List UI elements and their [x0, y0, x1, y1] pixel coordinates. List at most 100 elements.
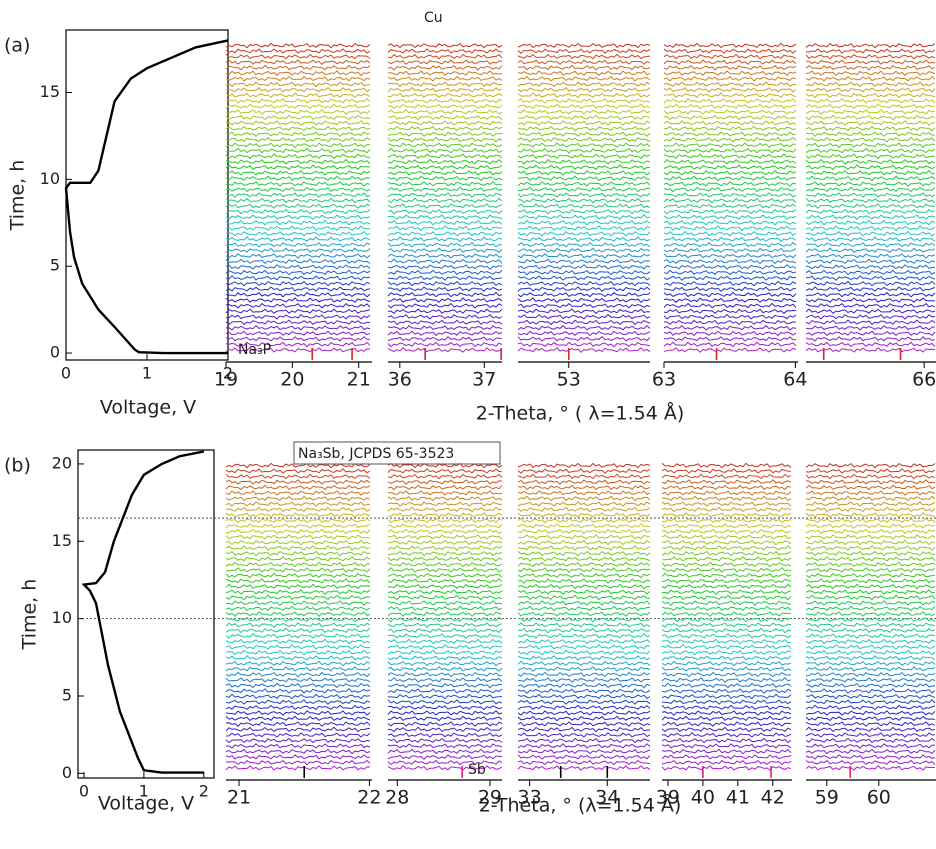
xrd-trace: [663, 159, 797, 165]
xrd-trace: [661, 748, 792, 755]
xrd-trace: [517, 550, 651, 557]
xrd-trace: [517, 468, 651, 474]
xrd-trace: [517, 699, 651, 705]
xrd-trace: [517, 48, 651, 54]
xrd-trace: [387, 341, 503, 348]
xrd-trace: [387, 693, 503, 700]
xrd-trace: [387, 125, 503, 132]
xrd-trace: [225, 534, 371, 540]
xrd-trace: [387, 158, 503, 165]
x-tick-label: 64: [783, 369, 807, 391]
xrd-trace: [387, 264, 503, 270]
xrd-trace: [663, 347, 797, 353]
xrd-trace: [805, 699, 936, 705]
xrd-trace: [225, 677, 371, 683]
xrd-trace: [225, 726, 371, 733]
xrd-trace: [661, 534, 792, 540]
xrd-trace: [663, 70, 797, 77]
xrd-trace: [387, 214, 503, 220]
xrd-trace: [663, 291, 797, 298]
xrd-trace: [225, 286, 371, 292]
x-tick-label: 0: [61, 364, 71, 383]
annotation: Cu: [424, 10, 443, 26]
xrd-trace: [387, 269, 503, 276]
xrd-trace: [661, 600, 792, 606]
xrd-trace: [387, 147, 503, 154]
xrd-trace: [225, 147, 371, 154]
xrd-trace: [517, 208, 651, 215]
xrd-trace: [387, 523, 503, 529]
xrd-trace: [805, 622, 936, 628]
x-tick-label: 41: [726, 787, 750, 809]
xrd-trace: [805, 462, 936, 469]
xrd-trace: [225, 103, 371, 110]
xrd-trace: [805, 92, 936, 99]
xrd-trace: [225, 572, 371, 579]
xrd-trace: [387, 48, 503, 54]
xrd-trace: [805, 495, 936, 502]
x-tick-label: 40: [691, 787, 715, 809]
xrd-trace: [661, 710, 792, 716]
xrd-trace: [387, 197, 503, 204]
xrd-trace: [517, 286, 651, 292]
xrd-trace: [225, 589, 371, 595]
xrd-trace: [663, 98, 797, 104]
xrd-trace: [387, 59, 503, 65]
xrd-trace: [517, 120, 651, 126]
xrd-trace: [663, 48, 797, 54]
x-tick-label: 42: [761, 787, 785, 809]
xrd-trace: [225, 490, 371, 496]
xrd-trace: [805, 627, 936, 634]
xrd-trace: [387, 308, 503, 314]
xrd-trace: [225, 302, 371, 309]
xrd-trace: [805, 48, 936, 54]
xrd-trace: [387, 253, 503, 259]
xrd-trace: [517, 688, 651, 694]
xrd-trace: [387, 136, 503, 143]
x-tick-label: 59: [815, 787, 839, 809]
xrd-trace: [661, 479, 792, 485]
xrd-trace: [225, 484, 371, 491]
xrd-trace: [225, 153, 371, 160]
xrd-trace: [661, 561, 792, 568]
xrd-trace: [805, 153, 936, 160]
xrd-trace: [663, 53, 797, 60]
xrd-trace: [387, 175, 503, 182]
xrd-trace: [517, 633, 651, 639]
xrd-trace: [387, 655, 503, 661]
xrd-traces: [517, 462, 651, 771]
xrd-trace: [225, 528, 371, 535]
xrd-trace: [225, 539, 371, 546]
xrd-trace: [663, 114, 797, 121]
xrd-trace: [661, 512, 792, 518]
xrd-trace: [517, 341, 651, 348]
x-tick-label: 2: [223, 364, 233, 383]
xrd-trace: [387, 236, 503, 243]
xrd-trace: [225, 242, 371, 248]
xrd-trace: [805, 605, 936, 612]
xrd-trace: [517, 583, 650, 590]
xrd-trace: [225, 495, 371, 502]
xrd-trace: [517, 164, 650, 170]
xrd-trace: [387, 578, 503, 584]
xrd-trace: [225, 666, 371, 672]
xrd-trace: [517, 253, 651, 259]
xrd-trace: [517, 192, 651, 198]
xrd-trace: [517, 330, 651, 337]
xrd-trace: [805, 501, 936, 507]
xrd-trace: [805, 721, 936, 727]
xrd-trace: [517, 81, 651, 88]
xrd-trace: [805, 693, 936, 700]
x-tick-label: 1: [139, 782, 149, 801]
xrd-trace: [225, 330, 371, 337]
xrd-trace: [387, 120, 503, 126]
xrd-trace: [225, 203, 371, 209]
xrd-trace: [387, 660, 503, 667]
xrd-trace: [225, 567, 371, 573]
xrd-trace: [517, 572, 651, 579]
xrd-trace: [517, 644, 651, 650]
xrd-trace: [517, 732, 651, 738]
xrd-trace: [517, 545, 651, 551]
xrd-trace: [805, 302, 936, 309]
xrd-trace: [663, 203, 797, 209]
